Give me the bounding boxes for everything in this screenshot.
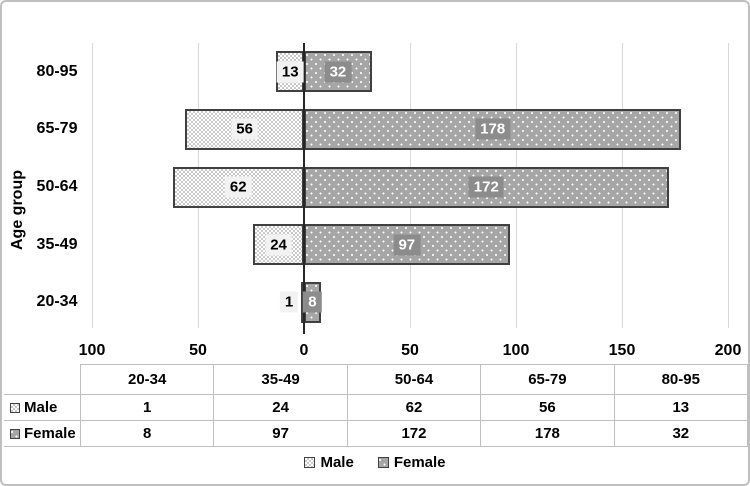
bar-label-female-35-49: 97 [393,234,421,256]
bar-label-female-20-34: 8 [303,291,322,313]
y-category-label: 20-34 [36,293,78,311]
table-header-cell: 80-95 [614,364,748,395]
x-tick-label: 200 [714,342,742,359]
table-header-cell: 50-64 [347,364,482,395]
table-header-cell: 20-34 [81,364,215,395]
bar-label-male-80-95: 13 [276,61,304,83]
female-swatch-icon [10,428,20,439]
y-category-label: 50-64 [36,178,78,195]
legend-label-female: Female [393,454,446,471]
bar-label-female-80-95: 32 [324,61,352,83]
data-table: 20-34 35-49 50-64 65-79 80-95 Male 1 24 62 56 13 Fe… [4,364,748,447]
gridline [92,43,93,328]
legend-label-male: Male [320,454,354,471]
table-corner-cell [4,364,81,395]
table-cell: 56 [481,395,615,421]
bar-label-male-65-79: 56 [231,118,258,140]
table-cell: 13 [614,395,748,421]
table-row-label-text: Female [24,425,76,442]
table-header-cell: 65-79 [481,364,615,395]
male-swatch-icon [304,457,316,468]
table-cell: 97 [214,421,348,447]
x-tick-label: 0 [299,342,309,359]
table-cell: 178 [481,421,615,447]
x-tick-label: 50 [401,342,419,359]
table-cell: 172 [347,421,482,447]
table-row-label: Female [4,421,81,447]
x-axis-zero-line [303,43,305,334]
table-header-cell: 35-49 [214,364,348,395]
legend-item-female: Female [377,454,446,471]
table-cell: 32 [614,421,748,447]
table-cell: 24 [214,395,348,421]
bar-label-male-35-49: 24 [265,234,292,256]
legend-item-male: Male [304,454,354,471]
table-row-label-text: Male [24,399,58,416]
x-tick-label: 150 [608,342,636,359]
y-category-label: 35-49 [36,235,78,253]
gridline [728,43,729,328]
legend: Male Female [2,454,748,471]
x-tick-label: 100 [502,342,530,359]
bar-label-male-50-64: 62 [224,176,252,198]
bar-label-female-65-79: 178 [475,118,511,140]
female-swatch-icon [377,457,389,468]
table-cell: 62 [347,395,482,421]
bar-female-50-64 [304,166,669,208]
table-row-label: Male [4,395,81,421]
male-swatch-icon [10,402,20,413]
bar-label-male-20-34: 1 [279,291,299,313]
table-cell: 8 [81,421,215,447]
x-tick-label: 50 [189,342,207,359]
y-category-label: 80-95 [36,62,78,80]
x-tick-label: 100 [78,342,106,359]
y-axis-title: Age group [9,170,26,250]
table-cell: 1 [81,395,215,421]
y-category-label: 65-79 [36,120,78,138]
bar-label-female-50-64: 172 [468,176,504,198]
